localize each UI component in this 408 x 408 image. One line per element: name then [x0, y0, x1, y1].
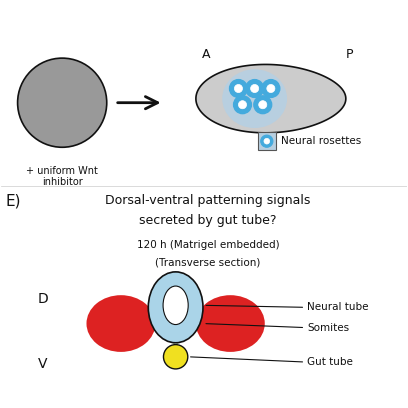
Text: V: V	[38, 357, 47, 371]
Circle shape	[254, 96, 272, 114]
Text: Gut tube: Gut tube	[307, 357, 353, 367]
Circle shape	[267, 84, 275, 93]
Circle shape	[259, 101, 267, 109]
Polygon shape	[196, 64, 346, 133]
Text: Somites: Somites	[307, 323, 350, 333]
Text: Dorsal-ventral patterning signals: Dorsal-ventral patterning signals	[105, 194, 311, 207]
Circle shape	[18, 58, 107, 147]
Text: Neural tube: Neural tube	[307, 302, 369, 313]
Circle shape	[262, 80, 280, 98]
Circle shape	[234, 96, 251, 114]
Text: 120 h (Matrigel embedded): 120 h (Matrigel embedded)	[137, 240, 279, 251]
Circle shape	[230, 80, 247, 98]
Ellipse shape	[148, 272, 203, 343]
Circle shape	[246, 80, 264, 98]
Text: D: D	[38, 292, 49, 306]
Circle shape	[264, 138, 270, 144]
Text: Neural rosettes: Neural rosettes	[281, 136, 361, 146]
Circle shape	[234, 84, 242, 93]
Text: A: A	[202, 49, 210, 61]
Circle shape	[261, 135, 273, 147]
Ellipse shape	[222, 69, 287, 128]
FancyBboxPatch shape	[258, 132, 276, 150]
Text: secreted by gut tube?: secreted by gut tube?	[139, 214, 277, 227]
Ellipse shape	[163, 286, 188, 324]
Ellipse shape	[86, 295, 155, 352]
Text: P: P	[346, 49, 354, 61]
Text: + uniform Wnt
inhibitor: + uniform Wnt inhibitor	[26, 166, 98, 187]
Circle shape	[251, 84, 259, 93]
Text: E): E)	[5, 194, 21, 209]
Text: (Transverse section): (Transverse section)	[155, 257, 261, 268]
Circle shape	[238, 101, 246, 109]
Circle shape	[164, 345, 188, 369]
Ellipse shape	[196, 295, 265, 352]
